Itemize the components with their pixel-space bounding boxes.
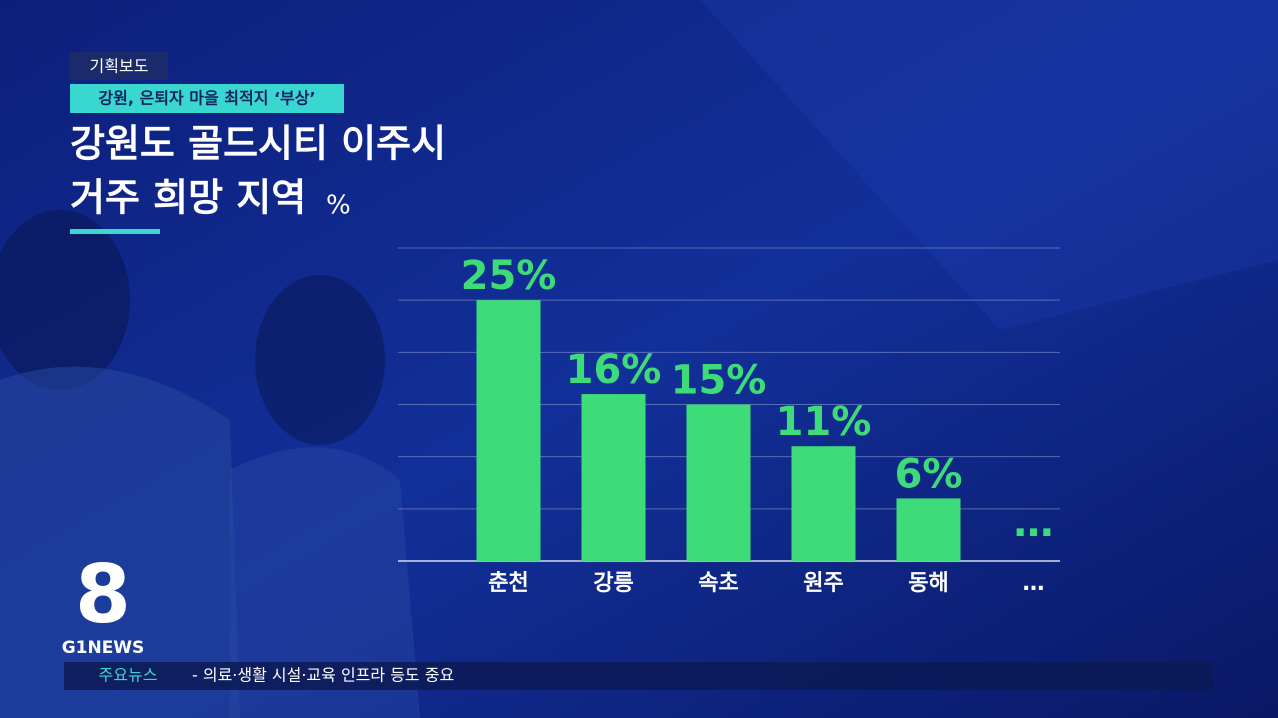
decor [700, 0, 1278, 330]
x-tick-label: 원주 [803, 571, 843, 596]
x-tick-label: 동해 [908, 571, 948, 596]
bar [791, 446, 856, 561]
x-tick-label: 춘천 [488, 571, 528, 596]
value-label: 6% [895, 451, 963, 497]
subtitle-box [70, 84, 344, 113]
logo-brand: G1NEWS [62, 638, 145, 658]
kicker: 기획보도 [90, 57, 149, 76]
ticker-text: - 의료·생활 시설·교육 인프라 등도 중요 [192, 666, 454, 685]
bar [686, 404, 751, 561]
chart-title: 거주 희망 지역 [70, 176, 306, 220]
chart-title: 강원도 골드시티 이주시 [70, 122, 446, 166]
title-underline [70, 229, 160, 234]
value-label: … [1014, 500, 1054, 546]
x-tick-label: 강릉 [593, 571, 633, 596]
silhouette [255, 275, 385, 445]
silhouette [0, 210, 130, 390]
subtitle: 강원, 은퇴자 마을 최적지 ‘부상’ [98, 89, 315, 108]
x-tick-label: … [1023, 571, 1045, 596]
bar [581, 394, 646, 561]
unit: % [326, 191, 351, 221]
silhouette [0, 366, 240, 718]
silhouette [230, 447, 420, 718]
chart: 춘천 25% 강릉 16% 속초 15% 원주 11% 동해 6% … … [398, 247, 1060, 596]
bar [476, 300, 541, 561]
ticker-label: 주요뉴스 [99, 666, 158, 685]
kicker-box [70, 52, 168, 80]
x-tick-label: 속초 [698, 571, 738, 596]
logo-number: 8 [75, 548, 131, 641]
bar [896, 498, 961, 561]
value-label: 15% [671, 358, 767, 404]
ticker-bar [64, 662, 1214, 690]
value-label: 16% [566, 347, 662, 393]
value-label: 11% [776, 399, 872, 445]
value-label: 25% [461, 253, 557, 299]
